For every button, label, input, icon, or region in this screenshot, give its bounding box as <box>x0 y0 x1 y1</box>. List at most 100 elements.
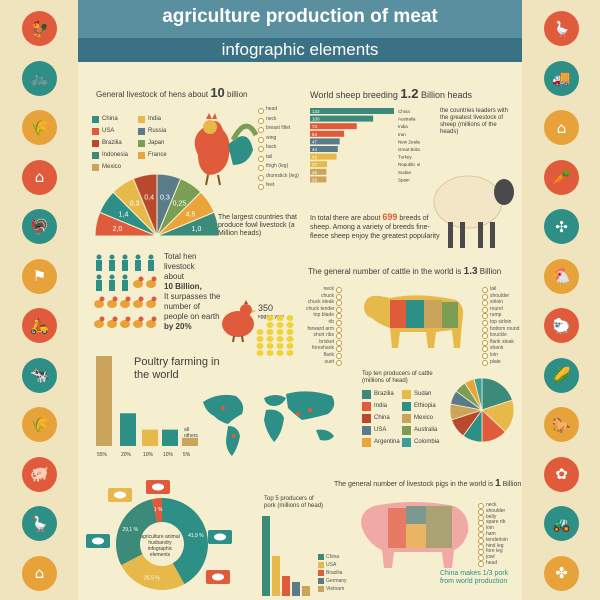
part-dot <box>258 117 264 124</box>
legend-label: Russia <box>148 128 167 134</box>
egg-mark <box>276 315 284 321</box>
rooster-part-label: neck <box>266 115 277 122</box>
cattle-producer-label: Argentina <box>374 439 400 445</box>
sheep-bar <box>310 130 345 137</box>
pig-icon: 🐖 <box>22 456 57 492</box>
poultry-bar-label: 20% <box>121 452 132 458</box>
sheep-icon-glyph: 🐑 <box>552 316 571 335</box>
pork-legend-label: Brazilia <box>326 570 343 576</box>
vegetables-icon: 🥕 <box>544 159 579 195</box>
cattle-producers-title: Top ten producers of cattle (millions of… <box>362 371 433 384</box>
hen-figure <box>120 316 131 328</box>
part-dot <box>258 165 264 171</box>
barn-icon: ⌂ <box>544 110 579 145</box>
cow-icon: 🐄 <box>22 357 57 393</box>
hens-fan-chart: 2,01,40,30,4 0,30,254,51,0 <box>94 173 220 237</box>
part-dot <box>478 555 484 562</box>
part-dot <box>336 320 342 326</box>
pork-legend-label: USA <box>326 562 337 568</box>
sheep-bar <box>310 176 327 183</box>
part-dot <box>478 561 484 567</box>
rooster-part-label: wing <box>266 134 277 141</box>
cattle-left-label: chuck tender <box>306 305 335 312</box>
legend-swatch <box>362 414 371 423</box>
cattle-right-label: sirloin <box>490 299 504 306</box>
sheep-bar-value: 42 <box>312 155 318 160</box>
person-figure <box>96 254 102 271</box>
legend-swatch <box>362 426 371 435</box>
part-dot <box>482 293 488 300</box>
person-figure <box>135 254 141 271</box>
part-dot <box>336 339 342 346</box>
legend-swatch <box>402 438 411 447</box>
egg-mark <box>256 350 264 356</box>
legend-label: China <box>102 116 118 122</box>
part-dot <box>336 359 342 366</box>
total-hens-line: number of <box>164 302 201 311</box>
legend-label: Japan <box>148 140 165 146</box>
total-hens-line: about <box>164 272 185 281</box>
part-dot <box>336 326 342 333</box>
hen-icon: 🐔 <box>544 258 579 294</box>
donut-segment-label: 25,5 % <box>144 576 160 582</box>
fan-value-label: 0,25 <box>173 200 187 207</box>
legend-swatch <box>92 116 99 123</box>
person-figure <box>148 254 154 271</box>
pork-bar <box>282 576 290 596</box>
pig-part-label: shoulder <box>486 507 506 514</box>
people-and-hens-pictogram <box>94 254 157 328</box>
grain-icon-glyph: 🌾 <box>30 415 49 434</box>
sheep-breeds-text: In total there are about 699 breeds of s… <box>310 212 440 241</box>
corn-icon-glyph: 🌽 <box>552 366 571 384</box>
legend-swatch <box>318 586 324 592</box>
part-dot <box>482 320 488 326</box>
cattle-right-label: shoulder <box>490 292 510 299</box>
egg-mark <box>256 343 264 349</box>
egg-mark <box>276 322 284 328</box>
sheep-bar <box>310 108 394 114</box>
part-dot <box>482 300 488 307</box>
cattle-producer-label: China <box>374 415 390 421</box>
tractor-icon-glyph: 🚜 <box>552 514 571 533</box>
part-dot <box>336 306 342 313</box>
truck-icon-glyph: 🚚 <box>552 69 571 87</box>
fan-slice <box>156 211 220 237</box>
rooster-illustration <box>194 113 258 186</box>
eggs-count: 350 <box>258 303 274 313</box>
total-hens-line: by 20% <box>164 322 192 331</box>
cattle-producer-label: Australia <box>414 427 438 433</box>
egg-mark <box>286 343 294 349</box>
wind-turbine-icon-glyph: ✤ <box>555 564 568 582</box>
total-hens-line: 10 Billion, <box>164 282 202 291</box>
sheep-bar-country: Turkey <box>398 155 412 160</box>
cattle-left-label: short ribs <box>313 332 334 339</box>
weathervane-icon-glyph: ⚑ <box>32 267 47 285</box>
legend-swatch <box>138 128 145 135</box>
egg-mark <box>266 315 274 321</box>
barn-icon: ⌂ <box>22 555 57 591</box>
barn-icon-glyph: ⌂ <box>34 564 45 582</box>
legend-swatch <box>138 140 145 147</box>
grain-icon: 🌾 <box>22 407 57 442</box>
part-dot <box>336 293 342 300</box>
rooster-icon: 🐓 <box>22 11 57 46</box>
part-dot <box>482 287 488 293</box>
cattle-left-label: chuck <box>320 292 334 299</box>
pig-part-label: fore leg <box>486 548 503 555</box>
rooster-part-label: head <box>266 106 278 112</box>
pork-legend-label: Germany <box>326 578 347 584</box>
legend-swatch <box>92 164 99 171</box>
rooster-part-label: drumstick (leg) <box>266 172 299 179</box>
hen-figure <box>133 296 144 308</box>
sheep-bar-value: 26 <box>312 177 318 182</box>
sunflower-icon-glyph: ✿ <box>555 465 568 483</box>
poultry-bar-label: 55% <box>97 452 108 458</box>
farmhouse-icon: ⌂ <box>22 159 57 195</box>
legend-swatch <box>362 402 371 411</box>
hen-figure <box>94 296 105 308</box>
hens-fan-caption: The largest countries that produce fowl … <box>218 214 297 237</box>
part-dot <box>482 326 488 333</box>
part-dot <box>258 136 264 143</box>
poultry-bar <box>142 429 158 446</box>
person-figure <box>96 274 102 291</box>
